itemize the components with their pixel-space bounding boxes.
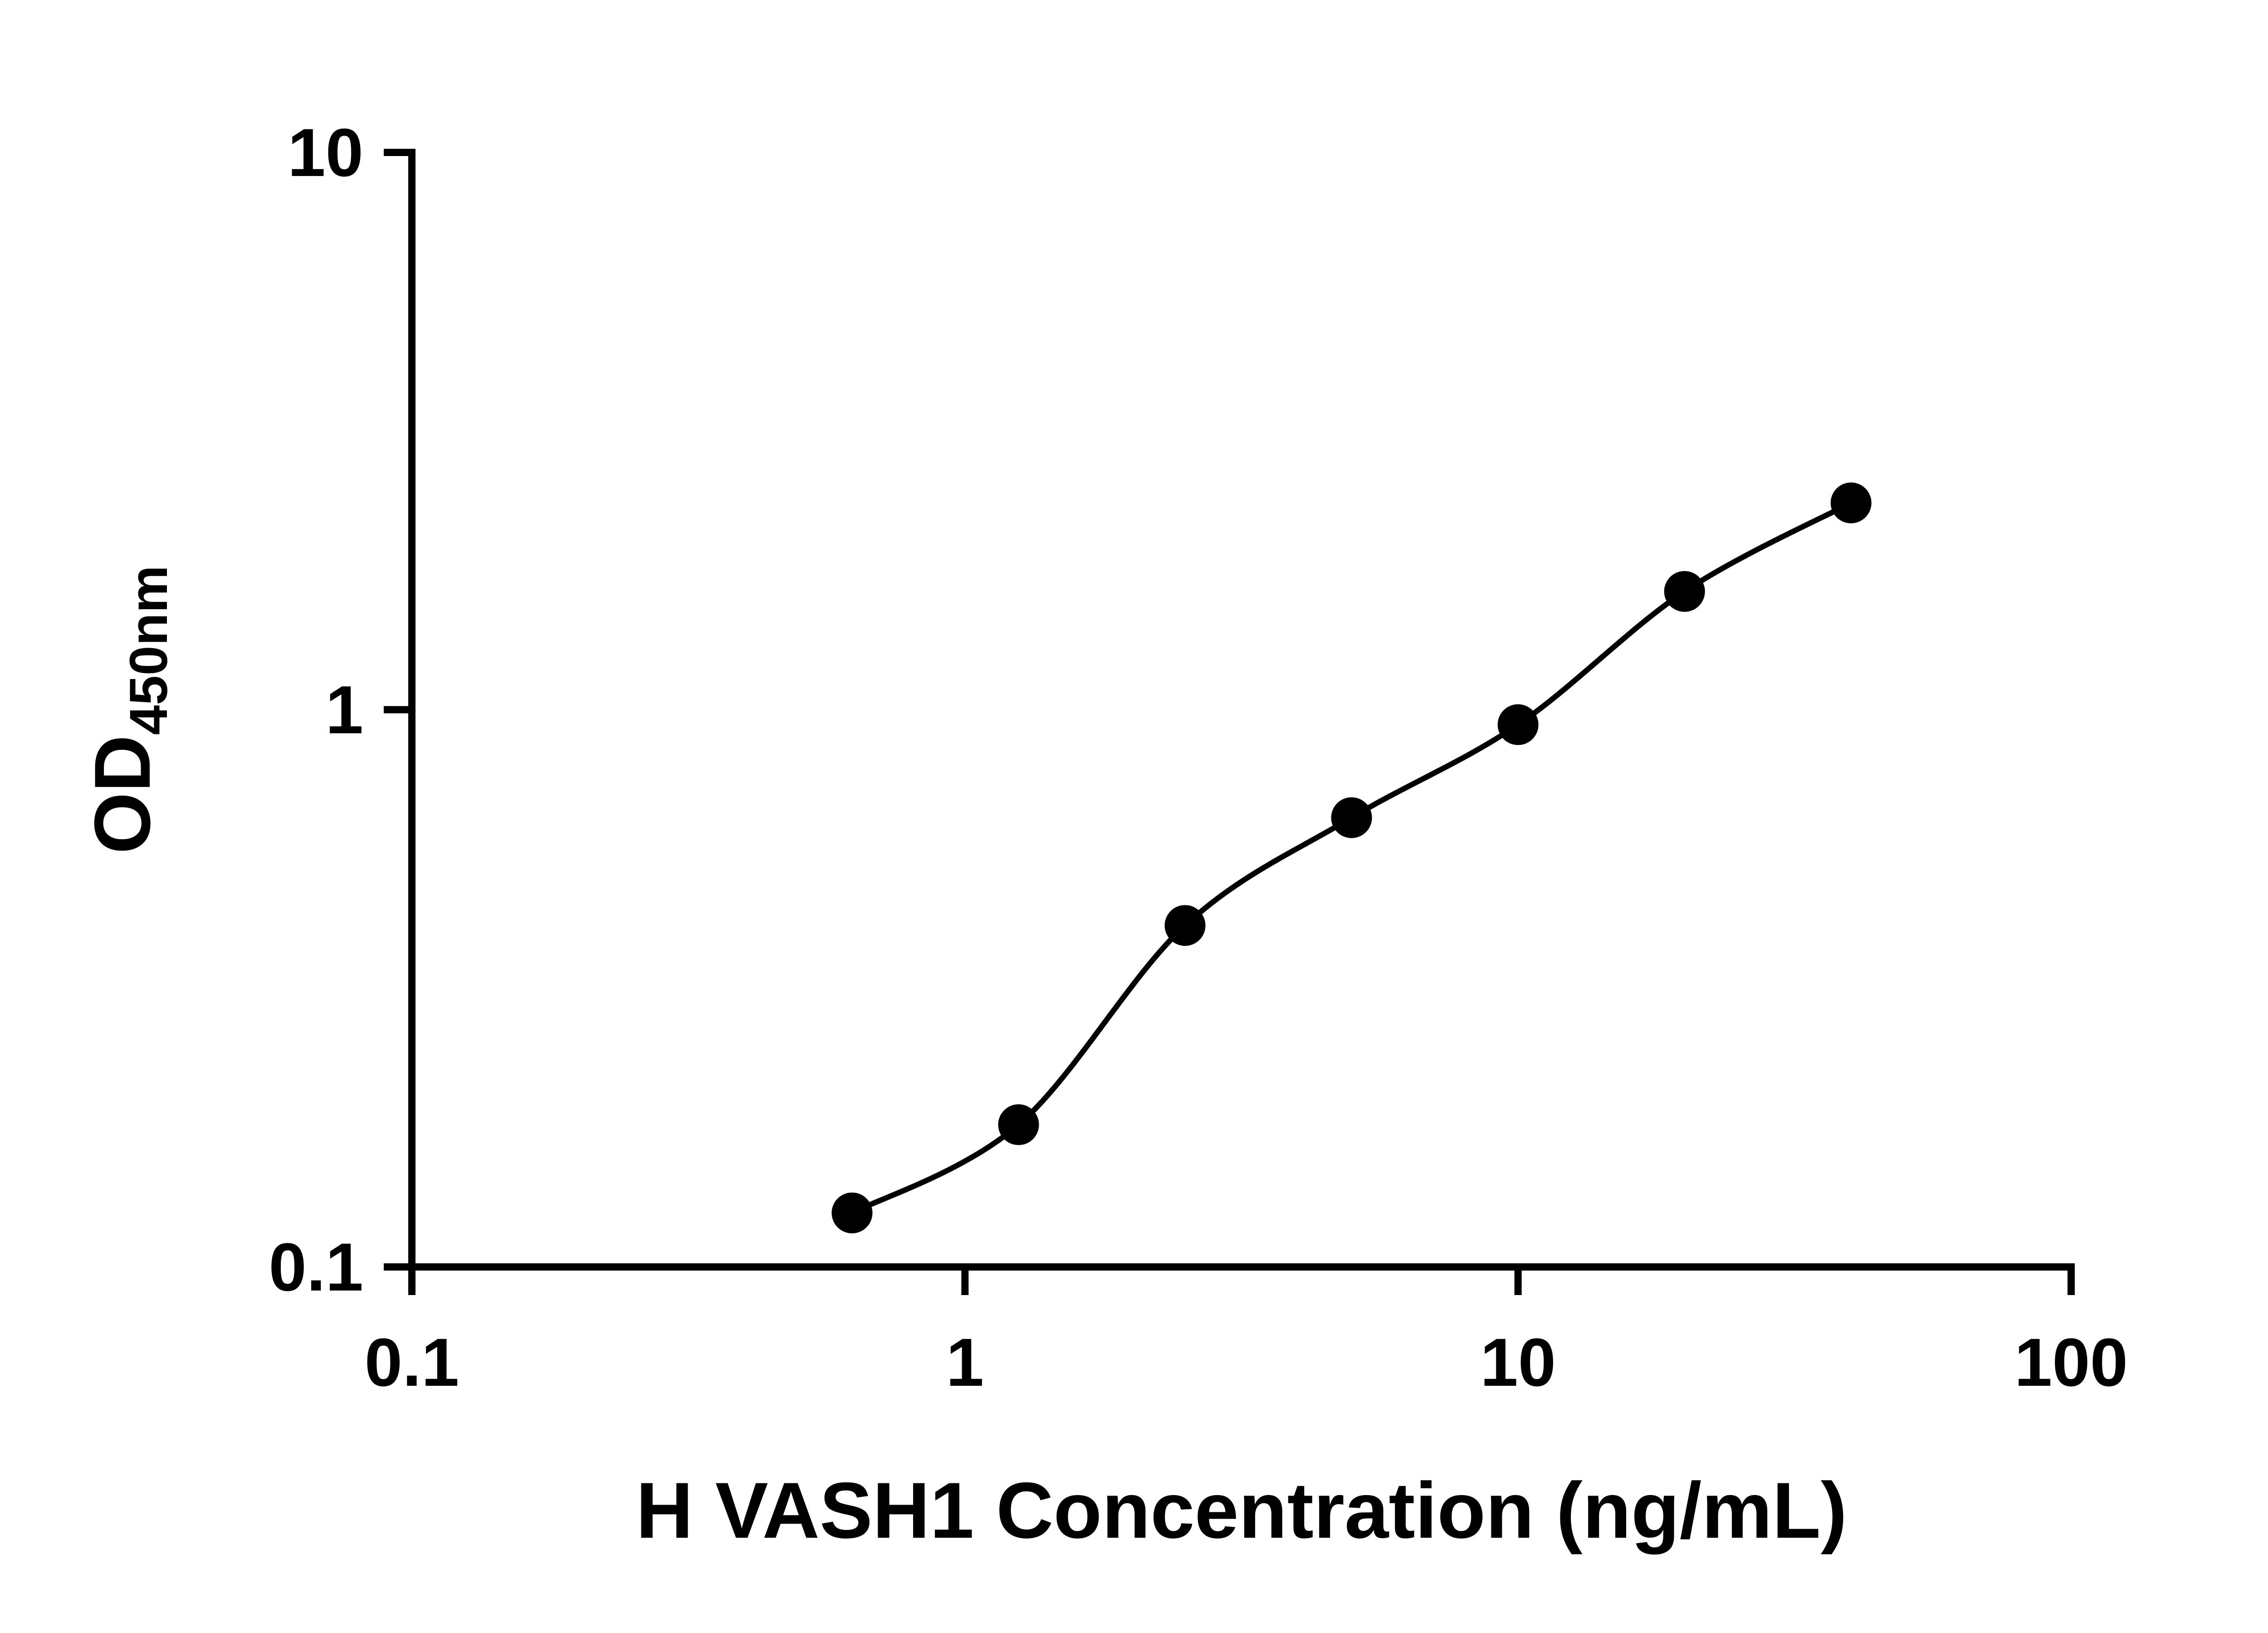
y-axis-tick-label: 10 xyxy=(288,114,363,191)
y-axis-title-main: OD xyxy=(78,735,167,854)
data-point xyxy=(1830,482,1872,523)
x-axis-title: H VASH1 Concentration (ng/mL) xyxy=(636,1467,1847,1555)
y-axis-title-subscript: 450nm xyxy=(119,565,179,735)
data-point xyxy=(1164,905,1206,946)
data-point xyxy=(1664,571,1705,612)
x-axis-tick-label: 10 xyxy=(1480,1324,1556,1400)
x-axis-tick-label: 100 xyxy=(2014,1324,2128,1400)
x-axis-tick-label: 0.1 xyxy=(365,1324,459,1400)
y-axis-tick-label: 1 xyxy=(326,672,363,748)
data-point xyxy=(1331,797,1372,838)
x-axis-tick-label: 1 xyxy=(946,1324,984,1400)
data-point xyxy=(1497,704,1539,745)
data-point xyxy=(998,1104,1039,1145)
axes-lines xyxy=(408,149,2075,1271)
data-point xyxy=(831,1192,873,1233)
y-axis-tick-label: 0.1 xyxy=(269,1229,363,1305)
y-axis-title: OD450nm xyxy=(78,565,179,854)
fitted-curve-line xyxy=(850,500,1853,1216)
